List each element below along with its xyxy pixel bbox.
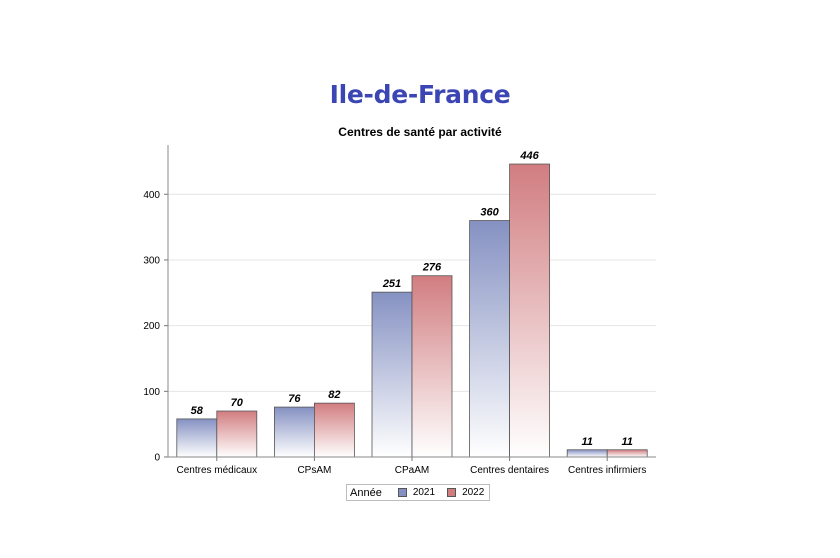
page-title: Ile-de-France <box>329 80 511 109</box>
bar-2021-4 <box>566 449 608 458</box>
category-label: CPsAM <box>297 465 331 476</box>
data-label: 70 <box>231 397 244 409</box>
y-tick-label: 400 <box>143 190 160 201</box>
category-label: Centres médicaux <box>177 465 258 476</box>
y-tick-label: 200 <box>143 321 160 332</box>
legend-label-2021: 2021 <box>412 487 436 498</box>
bar-2021-1 <box>273 406 315 458</box>
category-label: Centres infirmiers <box>568 465 646 476</box>
data-label: 82 <box>328 389 340 401</box>
data-label: 11 <box>581 436 592 448</box>
bar-layer <box>176 163 648 458</box>
category-label: CPaAM <box>395 465 429 476</box>
bar-2022-1 <box>313 402 355 458</box>
chart-title: Centres de santé par activité <box>338 125 502 139</box>
bar-2022-2 <box>411 275 453 458</box>
data-label: 11 <box>621 436 632 448</box>
data-label: 276 <box>422 262 442 274</box>
bar-2021-0 <box>176 418 218 458</box>
bar-2022-4 <box>606 449 648 458</box>
legend-label-2022: 2022 <box>462 487 485 498</box>
bar-2021-3 <box>469 220 511 458</box>
category-label: Centres dentaires <box>470 465 549 476</box>
data-label: 251 <box>382 278 401 290</box>
legend-swatch-2021 <box>397 488 407 497</box>
axis-layer <box>164 145 656 461</box>
data-label: 446 <box>519 150 539 162</box>
data-label: 360 <box>480 207 499 219</box>
data-label: 76 <box>288 393 301 405</box>
legend: Année 2021 2022 <box>346 484 491 501</box>
y-tick-label: 0 <box>154 453 160 464</box>
data-label: 58 <box>191 405 204 417</box>
legend-title: Année <box>350 486 382 499</box>
legend-swatch-2022 <box>447 488 457 497</box>
y-tick-label: 300 <box>143 255 160 266</box>
bar-2021-2 <box>371 291 413 458</box>
bar-2022-3 <box>509 163 551 458</box>
y-tick-label: 100 <box>143 387 160 398</box>
bar-2022-0 <box>216 410 258 458</box>
label-layer: 0 100 200 300 400 58 70 Centres médicaux 76 82 CPs… <box>143 150 646 476</box>
